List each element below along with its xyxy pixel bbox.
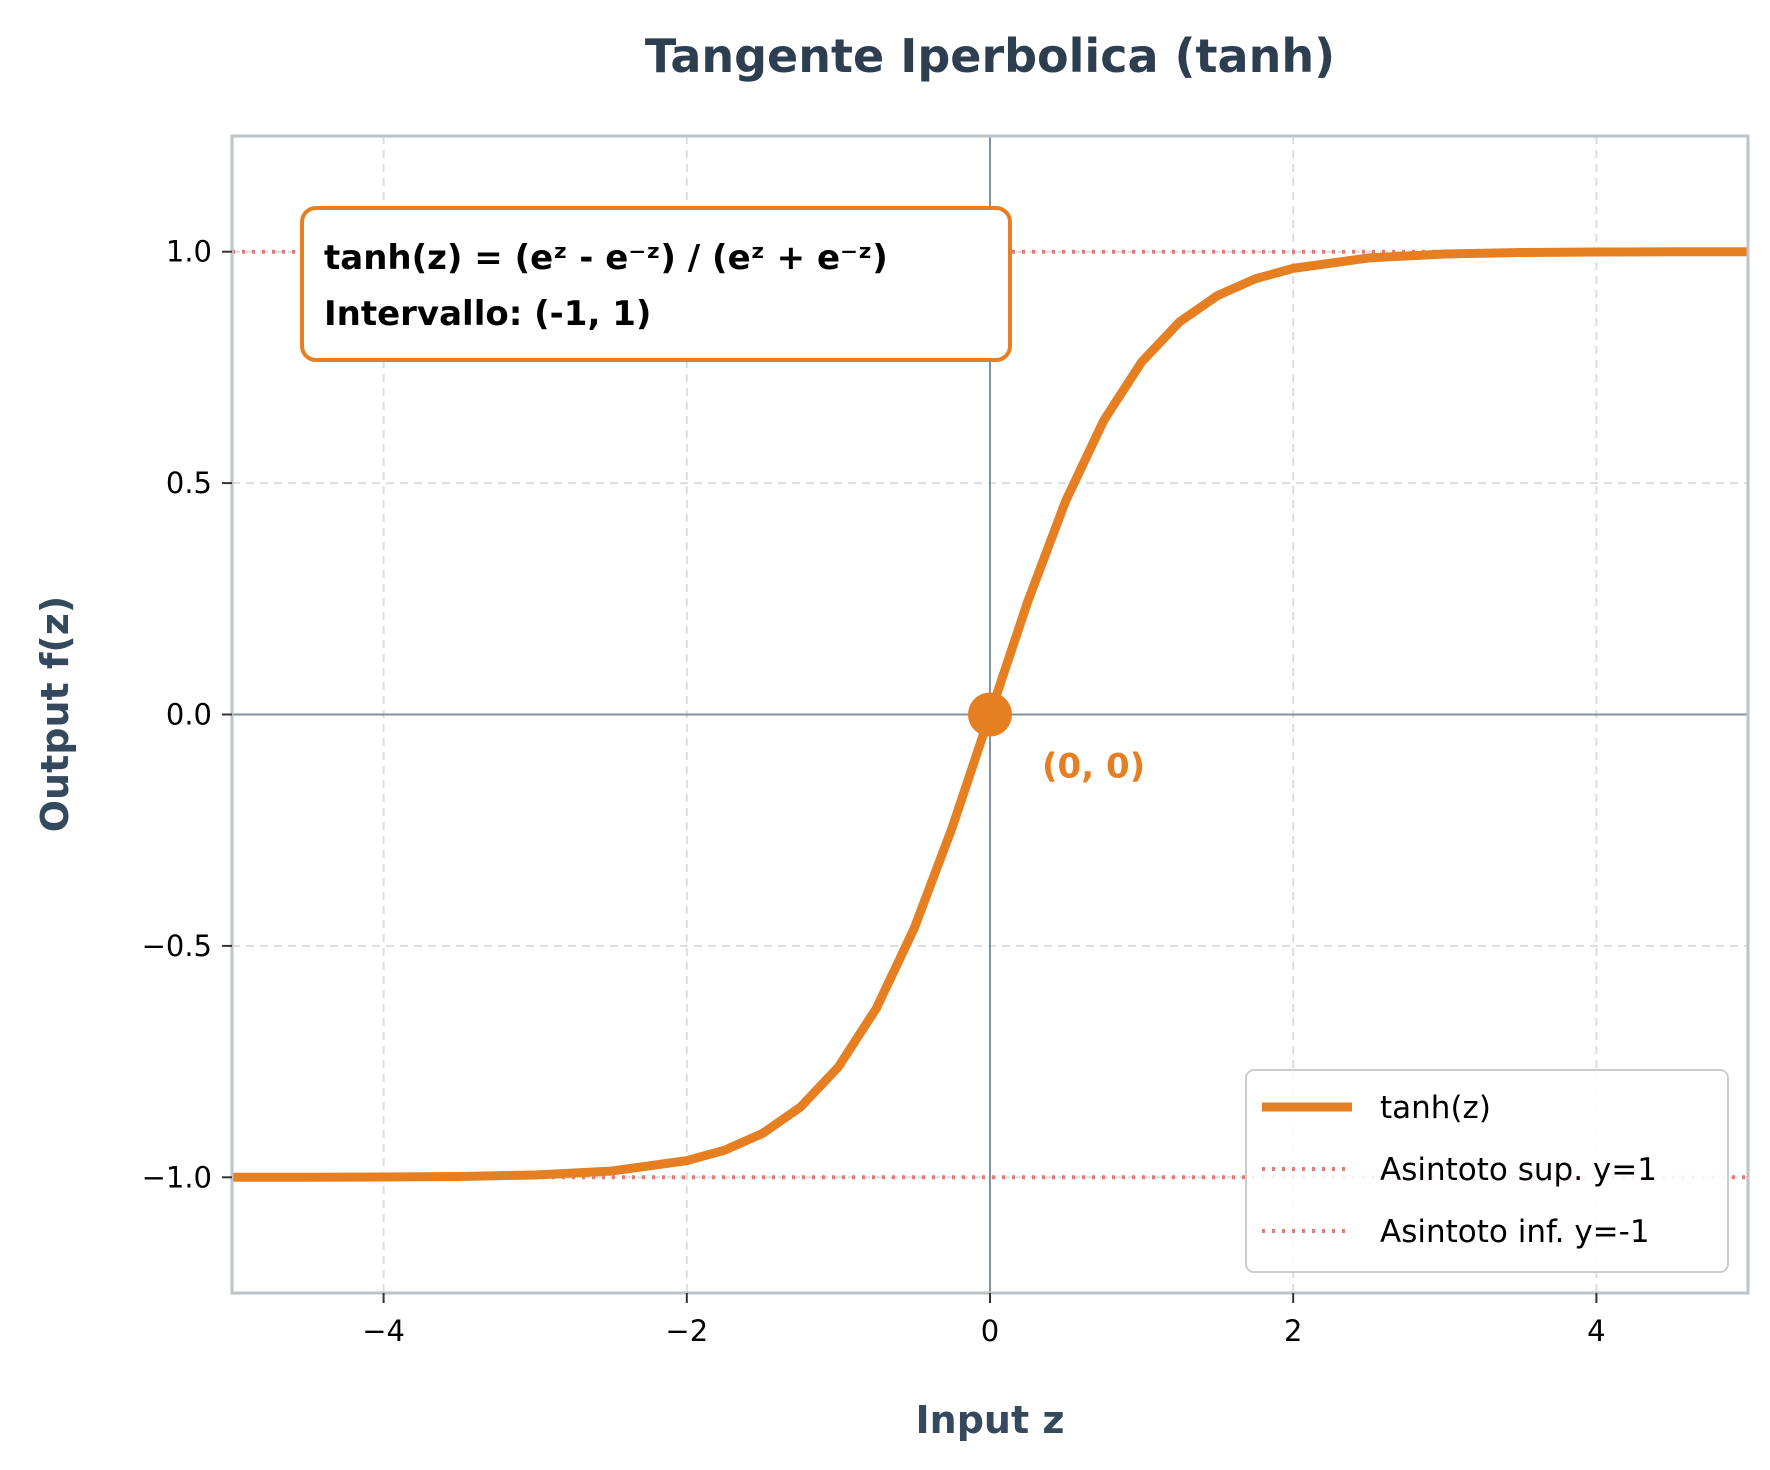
x-axis-label: Input z bbox=[916, 1398, 1065, 1442]
origin-point-label: (0, 0) bbox=[1042, 747, 1145, 787]
x-tick-label-1: −2 bbox=[665, 1314, 708, 1348]
y-tick-label-4: 1.0 bbox=[166, 235, 212, 269]
y-axis-ticks: −1.0 −0.5 0.0 0.5 1.0 bbox=[142, 235, 232, 1194]
legend-frame bbox=[1245, 1069, 1729, 1273]
info-box-formula: tanh(z) = (eᶻ - e⁻ᶻ) / (eᶻ + e⁻ᶻ) bbox=[324, 238, 888, 278]
x-tick-label-2: 0 bbox=[981, 1314, 999, 1348]
legend-entry-upper-asymptote: Asintoto sup. y=1 bbox=[1380, 1152, 1657, 1188]
legend-entry-lower-asymptote: Asintoto inf. y=-1 bbox=[1380, 1214, 1650, 1250]
x-tick-label-4: 4 bbox=[1587, 1314, 1605, 1348]
y-axis-label: Output f(z) bbox=[33, 596, 77, 833]
info-box-range: Intervallo: (-1, 1) bbox=[324, 294, 651, 334]
y-tick-label-3: 0.5 bbox=[166, 466, 212, 500]
info-box: tanh(z) = (eᶻ - e⁻ᶻ) / (eᶻ + e⁻ᶻ) Interv… bbox=[300, 206, 1012, 362]
y-tick-label-2: 0.0 bbox=[166, 698, 212, 732]
x-axis-ticks: −4 −2 0 2 4 bbox=[362, 1293, 1606, 1348]
origin-point bbox=[968, 692, 1012, 737]
legend-entry-tanh: tanh(z) bbox=[1380, 1090, 1491, 1126]
legend: tanh(z) Asintoto sup. y=1 Asintoto inf. … bbox=[1245, 1069, 1729, 1273]
x-tick-label-3: 2 bbox=[1284, 1314, 1302, 1348]
y-tick-label-0: −1.0 bbox=[142, 1160, 212, 1194]
x-tick-label-0: −4 bbox=[362, 1314, 405, 1348]
info-box-frame bbox=[300, 206, 1012, 362]
y-tick-label-1: −0.5 bbox=[142, 929, 212, 963]
chart-title: Tangente Iperbolica (tanh) bbox=[645, 29, 1335, 83]
